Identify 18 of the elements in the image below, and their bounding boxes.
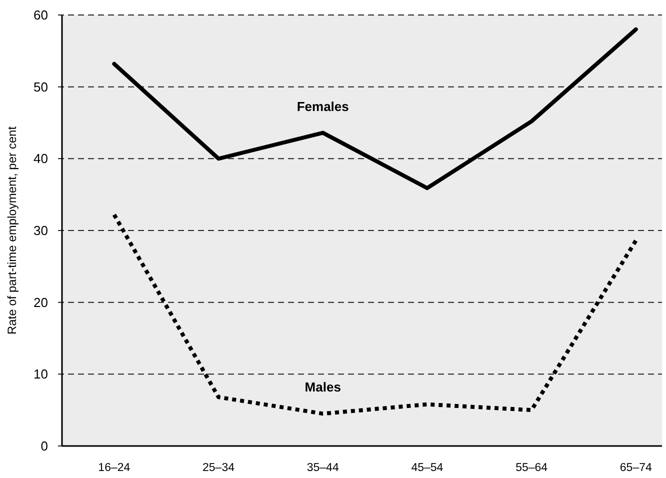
y-tick-label: 50 [34, 79, 48, 94]
y-tick-label: 10 [34, 366, 48, 382]
series-label: Males [304, 380, 341, 395]
y-tick-label: 0 [40, 438, 48, 454]
y-tick-label: 20 [34, 294, 48, 310]
x-tick-label: 25–34 [202, 462, 236, 474]
x-tick-label: 45–54 [411, 462, 444, 474]
line-series [112, 27, 638, 190]
y-axis-title: Rate of part-time employment, per cent [5, 126, 19, 335]
x-tick-label: 35–44 [306, 462, 340, 474]
x-tick-label: 55–64 [516, 462, 548, 474]
line-series [112, 212, 638, 416]
y-tick-label: 40 [34, 151, 48, 166]
y-tick-label: 60 [34, 8, 48, 23]
y-tick-label: 30 [34, 223, 48, 238]
x-tick-label: 65–74 [620, 462, 653, 474]
x-tick-label: 16–24 [98, 462, 131, 474]
series-label: Females [296, 98, 349, 114]
